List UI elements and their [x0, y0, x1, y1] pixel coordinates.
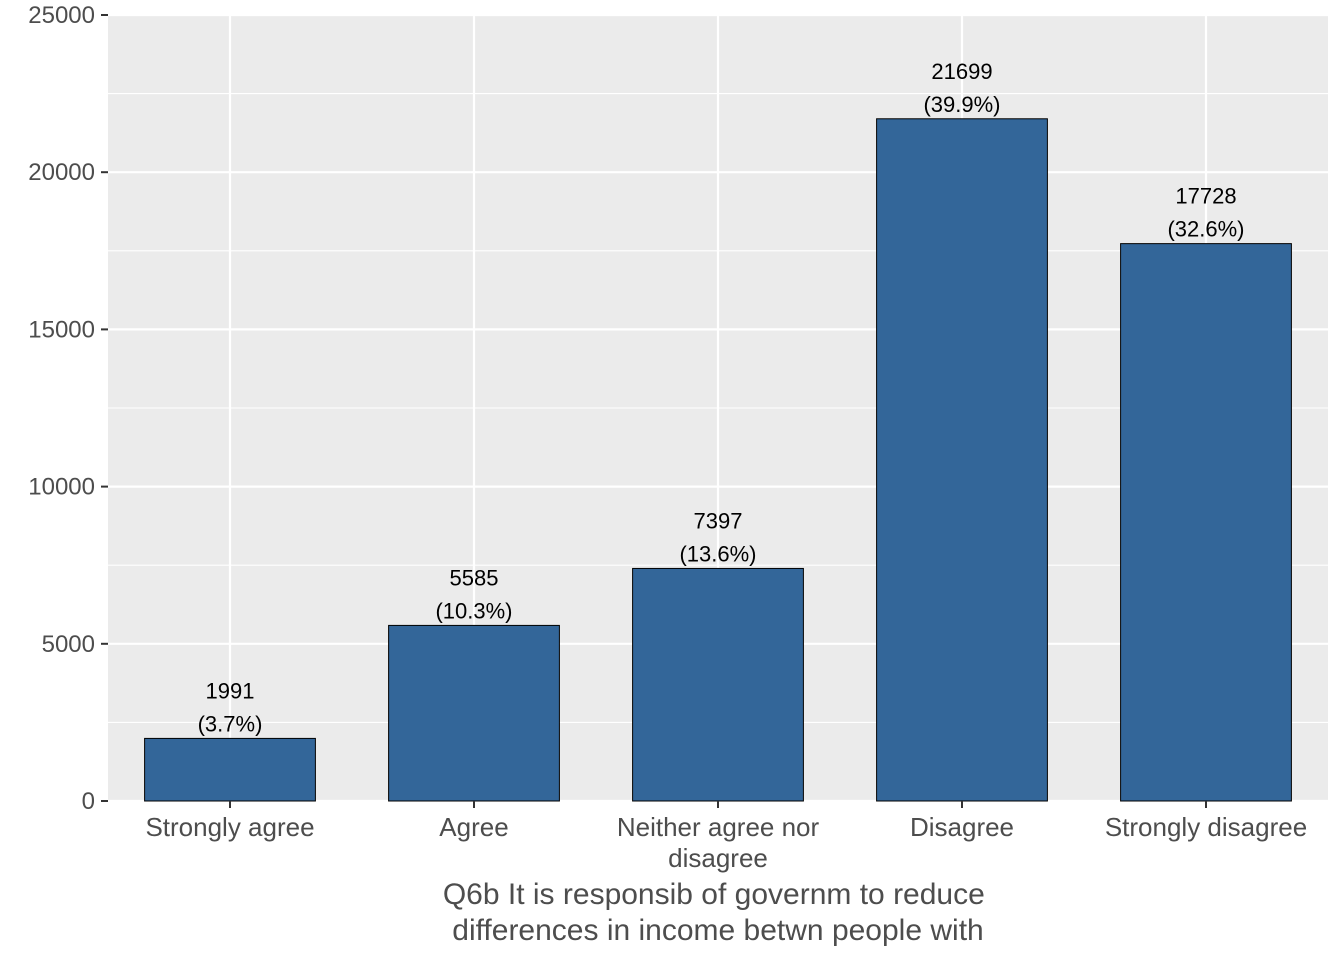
- bar: [388, 624, 560, 802]
- bar: [1120, 243, 1292, 802]
- bar: [144, 737, 316, 802]
- x-tick-label-line: disagree: [668, 843, 768, 873]
- percent-label: (39.9%): [923, 92, 1000, 117]
- y-tick-label: 5000: [42, 631, 95, 658]
- x-tick-label: Strongly disagree: [1105, 812, 1307, 842]
- bar: [632, 567, 804, 802]
- value-label: 1991: [206, 678, 255, 703]
- percent-label: (10.3%): [435, 598, 512, 623]
- y-tick-label: 15000: [28, 316, 95, 343]
- x-tick-label-line: Neither agree nor: [617, 812, 820, 842]
- x-axis: Strongly agree Agree Neither agree nor disa…: [145, 801, 1307, 873]
- x-tick-label-line: Strongly agree: [145, 812, 314, 842]
- x-tick-label: Strongly agree: [145, 812, 314, 842]
- percent-label: (3.7%): [198, 711, 263, 736]
- bar: [876, 118, 1048, 802]
- percent-label: (13.6%): [679, 541, 756, 566]
- x-axis-title-line-1: Q6b It is responsib of governm to reduce: [443, 878, 985, 911]
- x-tick-label: Agree: [439, 812, 508, 842]
- x-tick-label-line: Strongly disagree: [1105, 812, 1307, 842]
- percent-label: (32.6%): [1167, 217, 1244, 242]
- data-labels: 1991 (3.7%) 5585 (10.3%) 7397 (13.6%) 21699 (39…: [198, 59, 1245, 737]
- x-tick-label: Neither agree nor disagree: [617, 812, 820, 873]
- x-axis-title-line-2: differences in income betwn people with: [452, 914, 983, 947]
- x-axis-title: Q6b It is responsib of governm to reduce…: [443, 878, 993, 947]
- x-tick-label-line: Disagree: [910, 812, 1014, 842]
- y-tick-label: 10000: [28, 474, 95, 501]
- value-label: 5585: [450, 565, 499, 590]
- y-tick-label: 0: [82, 788, 95, 815]
- x-tick-label: Disagree: [910, 812, 1014, 842]
- y-axis: 0 5000 10000 15000 20000 25000: [28, 2, 108, 815]
- x-tick-label-line: Agree: [439, 812, 508, 842]
- y-tick-label: 20000: [28, 159, 95, 186]
- y-tick-label: 25000: [28, 2, 95, 29]
- value-label: 21699: [931, 59, 992, 84]
- bars: [144, 118, 1292, 802]
- value-label: 7397: [694, 508, 743, 533]
- value-label: 17728: [1175, 184, 1236, 209]
